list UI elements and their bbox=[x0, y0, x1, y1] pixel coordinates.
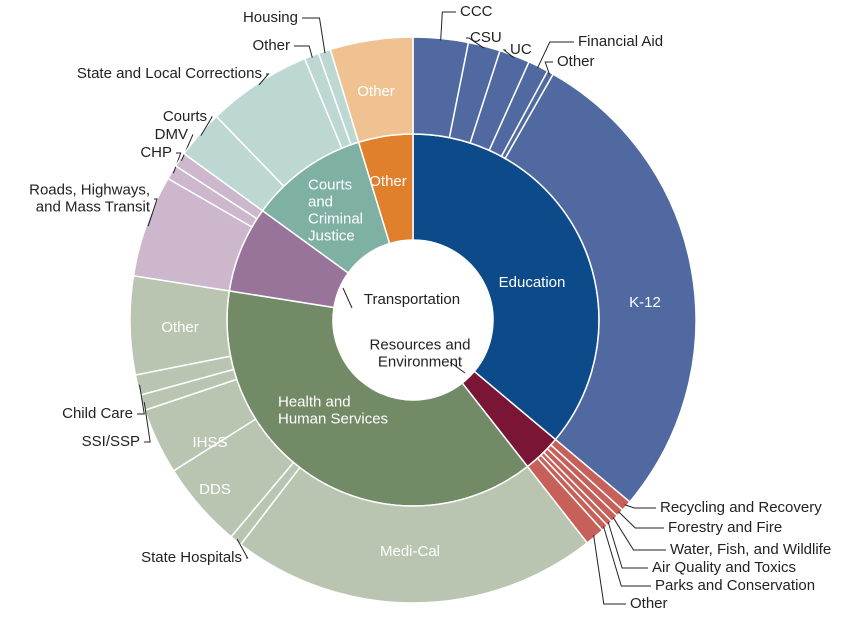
slice-label: CHP bbox=[140, 144, 172, 161]
slice-label: DMV bbox=[155, 126, 188, 143]
center-hole bbox=[334, 241, 492, 399]
leader-line bbox=[147, 198, 158, 227]
slice-label: Roads, Highways, and Mass Transit bbox=[29, 181, 151, 215]
leader-line bbox=[466, 37, 485, 49]
leader-line bbox=[537, 41, 574, 69]
slice-label: UC bbox=[510, 41, 532, 58]
outer-slice bbox=[504, 73, 697, 503]
leader-line bbox=[593, 535, 626, 605]
leader-line bbox=[502, 49, 515, 59]
slice-label: K-12 bbox=[629, 294, 661, 311]
slice-label: State and Local Corrections bbox=[77, 65, 262, 82]
slice-label: Courts bbox=[163, 108, 207, 125]
slice-label: Health and Human Services bbox=[278, 393, 388, 427]
slice-label: Recycling and Recovery bbox=[660, 499, 822, 516]
leader-line bbox=[612, 517, 666, 551]
slice-label: Other bbox=[252, 37, 290, 54]
outer-slice bbox=[329, 36, 414, 144]
leader-line bbox=[449, 361, 466, 374]
slice-label: State Hospitals bbox=[141, 549, 242, 566]
leader-line bbox=[294, 45, 313, 58]
leader-line bbox=[137, 384, 145, 415]
leader-line bbox=[440, 11, 456, 41]
leader-line bbox=[624, 504, 656, 509]
slice-label: Water, Fish, and Wildlife bbox=[670, 541, 831, 558]
leader-line bbox=[544, 61, 553, 75]
slice-label: SSI/SSP bbox=[82, 433, 140, 450]
slice-label: Education bbox=[499, 274, 566, 291]
slice-label: Other bbox=[369, 173, 407, 190]
outer-slice bbox=[239, 465, 589, 604]
slice-label: CCC bbox=[460, 3, 493, 20]
slice-label: Transportation bbox=[364, 291, 460, 308]
slice-label: Parks and Conservation bbox=[655, 577, 815, 594]
slice-label: Financial Aid bbox=[578, 33, 663, 50]
slice-label: Forestry and Fire bbox=[668, 519, 782, 536]
leader-line bbox=[607, 521, 648, 569]
slice-label: Other bbox=[161, 319, 199, 336]
leader-line bbox=[236, 538, 249, 559]
slice-label: Child Care bbox=[62, 405, 133, 422]
slice-label: IHSS bbox=[192, 434, 227, 451]
slice-label: DDS bbox=[199, 481, 231, 498]
leader-line bbox=[302, 17, 326, 54]
leader-line bbox=[200, 116, 213, 136]
slice-label: Other bbox=[357, 83, 395, 100]
leader-line bbox=[603, 526, 651, 587]
slice-label: Other bbox=[630, 595, 668, 612]
leader-line bbox=[143, 402, 151, 443]
slice-label: Air Quality and Toxics bbox=[652, 559, 796, 576]
slice-label: Housing bbox=[243, 9, 298, 26]
slice-label: Medi-Cal bbox=[380, 543, 440, 560]
slice-label: Courts and Criminal Justice bbox=[308, 176, 363, 244]
leader-line bbox=[618, 511, 664, 529]
leader-line bbox=[258, 73, 270, 86]
slice-label: Other bbox=[557, 53, 595, 70]
slice-label: CSU bbox=[470, 29, 502, 46]
leader-line bbox=[342, 287, 353, 309]
slice-label: Resources and Environment bbox=[370, 336, 471, 370]
